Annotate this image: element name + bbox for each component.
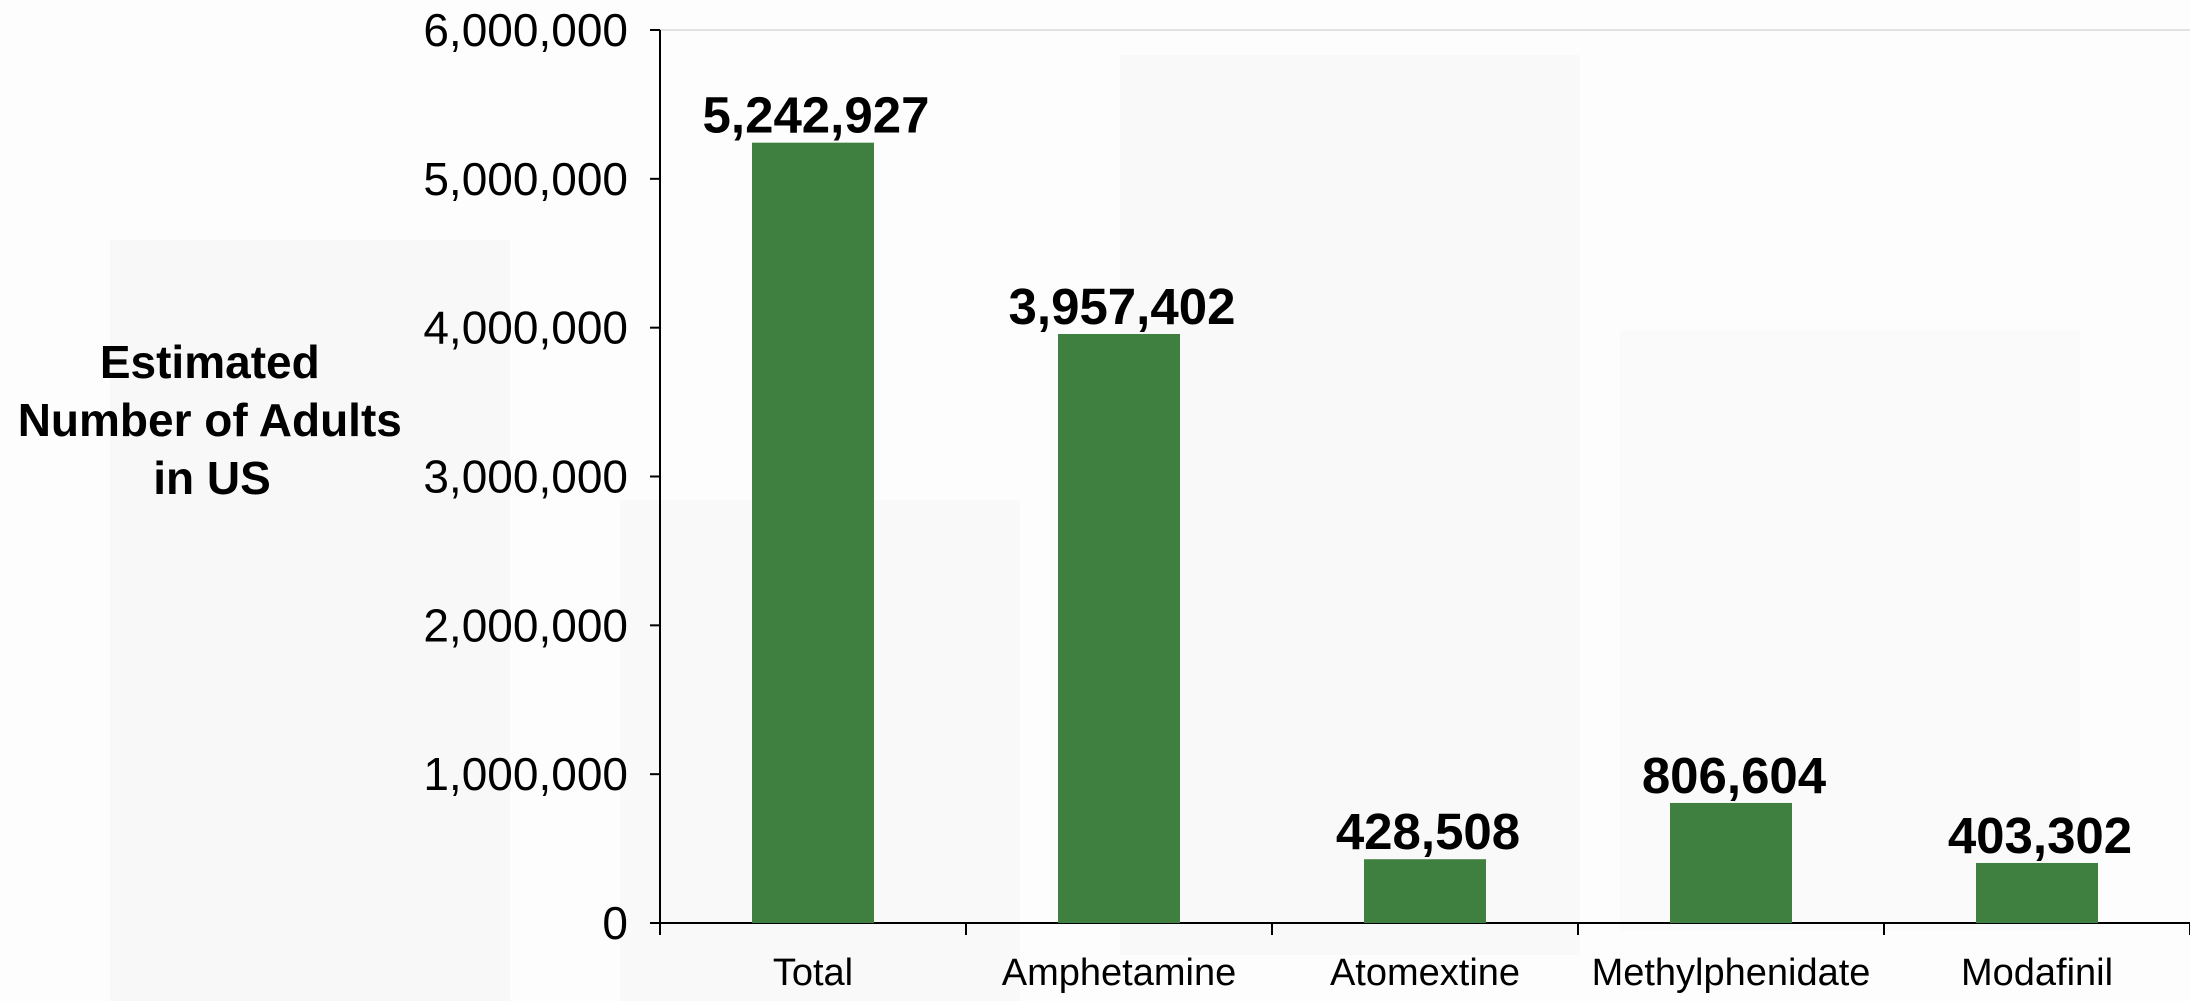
y-axis-title-line-1: Estimated xyxy=(100,336,320,388)
bar-value-label: 5,242,927 xyxy=(703,87,930,144)
bar-value-label: 403,302 xyxy=(1948,807,2132,864)
y-tick-label: 6,000,000 xyxy=(423,4,628,56)
x-tick-label: Amphetamine xyxy=(1002,952,1236,994)
y-tick-label: 3,000,000 xyxy=(423,451,628,503)
y-tick-label: 2,000,000 xyxy=(423,599,628,651)
bar-value-label: 3,957,402 xyxy=(1009,278,1236,335)
y-axis-title: Estimated Number of Adults in US xyxy=(18,336,407,504)
bar xyxy=(1364,859,1486,923)
bar xyxy=(1670,802,1792,923)
data-labels: 5,242,927 3,957,402 428,508 806,604 403,302 xyxy=(703,87,2133,864)
x-tick-label: Total xyxy=(773,952,853,994)
y-tick-label: 0 xyxy=(602,897,628,949)
y-tick-label: 5,000,000 xyxy=(423,153,628,205)
bar-value-label: 428,508 xyxy=(1336,803,1520,860)
x-tick-label: Modafinil xyxy=(1961,952,2113,994)
y-axis-title-line-3: in US xyxy=(153,452,271,504)
bars xyxy=(752,142,2098,923)
bar xyxy=(1976,862,2098,923)
bar xyxy=(752,142,874,923)
y-axis-title-line-2: Number of Adults xyxy=(18,394,402,446)
x-tick-label: Methylphenidate xyxy=(1592,952,1871,994)
y-axis-ticks: 0 1,000,000 2,000,000 3,000,000 4,000,000 5,0… xyxy=(423,4,660,949)
x-axis-ticks: Total Amphetamine Atomextine Methylphenidat… xyxy=(659,923,2190,994)
bar xyxy=(1058,334,1180,923)
x-tick-label: Atomextine xyxy=(1330,952,1520,994)
bar-value-label: 806,604 xyxy=(1642,747,1827,804)
y-tick-label: 1,000,000 xyxy=(423,748,628,800)
y-tick-label: 4,000,000 xyxy=(423,302,628,354)
